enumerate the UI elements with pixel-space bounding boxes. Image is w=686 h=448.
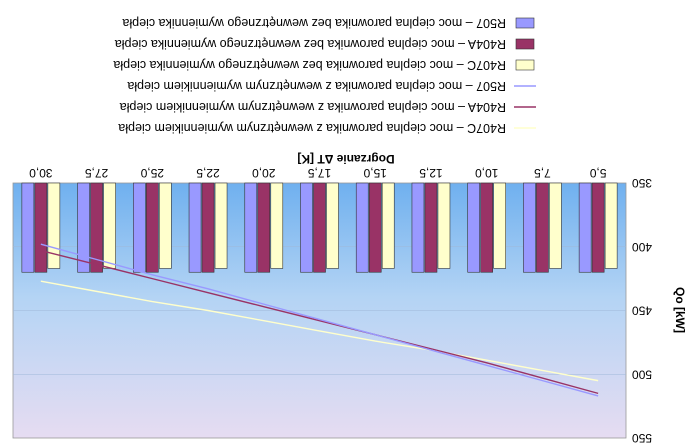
y-tick-label: 400: [632, 240, 652, 254]
series-line: [40, 249, 599, 395]
bar: [604, 182, 618, 269]
y-tick-label: 450: [632, 304, 652, 318]
bar: [536, 182, 549, 273]
bar: [467, 182, 480, 273]
bar: [21, 182, 35, 273]
bar: [591, 182, 605, 273]
bar: [257, 182, 271, 273]
bar: [424, 182, 438, 273]
bar: [90, 182, 103, 273]
x-tick-label: 20,0: [252, 166, 276, 180]
lines: [40, 243, 599, 397]
x-tick-labels: 5,0 7,5 10,0 12,5 15,0 17,5 20,0 22,5 25,0 27,5 30…: [29, 166, 607, 180]
series-line: [40, 280, 599, 382]
bar: [77, 182, 90, 273]
bar: [368, 182, 382, 273]
bars: [21, 182, 618, 273]
bar: [523, 182, 536, 273]
bar: [244, 182, 258, 273]
legend-label: R507 – moc cieplna parownika z wewnętrzn…: [127, 79, 506, 93]
bar: [103, 182, 116, 269]
bar: [146, 182, 159, 273]
legend: R407C – moc cieplna parownika z wewnętrz…: [113, 16, 536, 135]
bar: [549, 182, 562, 269]
bar: [437, 182, 451, 269]
legend-label: R407C – moc cieplna parownika bez wewnęt…: [113, 58, 506, 72]
legend-label: R507 – moc cieplna parownika bez wewnętr…: [122, 16, 506, 30]
x-tick-label: 10,0: [475, 166, 499, 180]
bar: [34, 182, 48, 273]
bar: [326, 182, 339, 269]
bar: [355, 182, 369, 273]
legend-label: R404A – moc cieplna parownika z wewnętrz…: [120, 100, 506, 114]
x-tick-label: 30,0: [29, 166, 53, 180]
x-tick-label: 27,5: [85, 166, 109, 180]
y-tick-labels: 350 400 450 500 550: [632, 176, 652, 445]
bar: [381, 182, 395, 269]
legend-swatch: [515, 38, 535, 50]
x-tick-label: 25,0: [140, 166, 164, 180]
legend-label: R404A – moc cieplna parownika bez wewnęt…: [115, 37, 506, 51]
bar: [493, 182, 506, 269]
y-tick-label: 500: [632, 367, 652, 381]
legend-label: R407C – moc cieplna parownika z wewnętrz…: [118, 121, 506, 135]
legend-swatch: [515, 17, 535, 29]
legend-swatch: [515, 59, 535, 71]
bar: [270, 182, 284, 269]
bar: [133, 182, 146, 273]
y-tick-label: 550: [632, 431, 652, 445]
bar: [214, 182, 228, 269]
bar: [313, 182, 326, 273]
bar: [188, 182, 202, 273]
bar: [300, 182, 313, 273]
y-tick-label: 350: [632, 176, 652, 190]
y-axis-title: Qo [kW]: [673, 287, 686, 333]
x-tick-label: 12,5: [419, 166, 443, 180]
x-tick-label: 7,5: [534, 166, 551, 180]
bar: [201, 182, 215, 273]
x-tick-label: 15,0: [363, 166, 387, 180]
bar: [578, 182, 592, 273]
bar: [411, 182, 425, 273]
x-tick-label: 5,0: [589, 166, 606, 180]
bar: [159, 182, 172, 269]
series-line: [40, 243, 599, 397]
x-tick-label: 17,5: [307, 166, 331, 180]
x-axis-title: Dogrzanie ΔT [K]: [297, 152, 394, 166]
bar: [480, 182, 493, 273]
x-tick-label: 22,5: [196, 166, 220, 180]
